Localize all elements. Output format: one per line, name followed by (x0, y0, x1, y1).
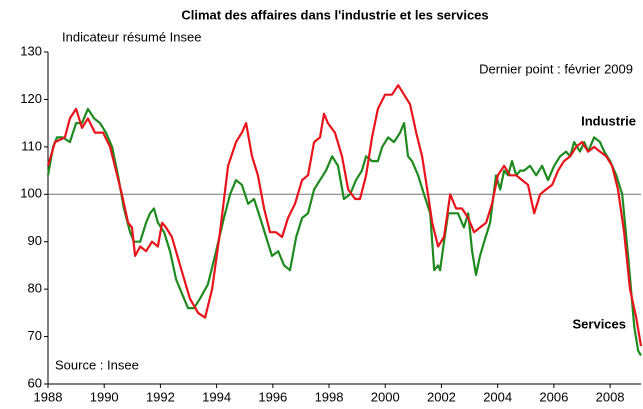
x-tick-label: 1998 (315, 389, 344, 404)
series-label: Industrie (581, 113, 636, 128)
x-tick-label: 2000 (371, 389, 400, 404)
x-tick-label: 2002 (427, 389, 456, 404)
annotation: Dernier point : février 2009 (479, 61, 633, 76)
chart-title: Climat des affaires dans l'industrie et … (181, 7, 488, 22)
x-tick-label: 2006 (539, 389, 568, 404)
annotation: Source : Insee (55, 357, 139, 372)
y-tick-label: 110 (21, 138, 42, 153)
y-tick-label: 70 (28, 328, 42, 343)
y-tick-label: 100 (20, 186, 42, 201)
x-tick-label: 2008 (596, 389, 625, 404)
x-tick-label: 1994 (202, 389, 231, 404)
y-tick-label: 120 (20, 91, 42, 106)
x-tick-label: 1988 (34, 389, 63, 404)
line-series (46, 84, 643, 347)
x-tick-label: 1992 (146, 389, 175, 404)
x-tick-label: 2004 (483, 389, 512, 404)
y-axis-label: Indicateur résumé Insee (62, 29, 201, 44)
line-series (46, 107, 642, 357)
x-tick-label: 1990 (90, 389, 119, 404)
y-tick-label: 90 (28, 233, 42, 248)
y-tick-label: 130 (20, 43, 42, 58)
series-label: Services (573, 316, 627, 331)
y-tick-label: 80 (28, 281, 42, 296)
y-tick-label: 60 (28, 375, 42, 390)
x-tick-label: 1996 (258, 389, 287, 404)
